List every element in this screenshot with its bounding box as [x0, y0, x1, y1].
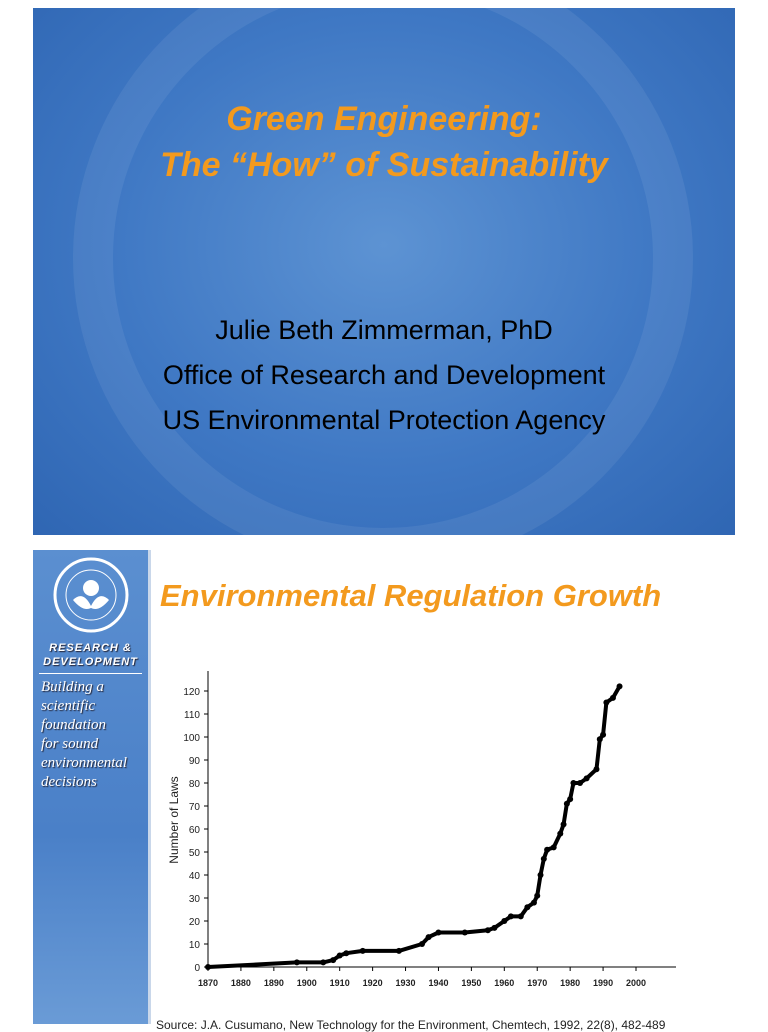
tagline-line: scientific — [41, 698, 96, 714]
data-point — [484, 927, 491, 934]
tagline-line: decisions — [41, 774, 97, 790]
x-tick-label: 1890 — [264, 978, 284, 988]
data-point — [343, 950, 350, 957]
y-tick-label: 40 — [189, 871, 201, 882]
x-tick-label: 1950 — [461, 978, 481, 988]
data-point — [461, 929, 468, 936]
y-tick-label: 0 — [194, 963, 200, 974]
tagline-line: foundation — [41, 717, 107, 733]
data-point — [425, 934, 432, 941]
author: Julie Beth Zimmerman, PhD — [215, 315, 553, 345]
data-point — [577, 780, 584, 786]
x-tick-label: 1900 — [297, 978, 317, 988]
x-tick-label: 1970 — [527, 978, 547, 988]
tagline-line: for sound — [41, 736, 99, 752]
data-point — [544, 846, 551, 853]
data-point — [603, 699, 610, 706]
office: Office of Research and Development — [162, 360, 606, 390]
title-slide: Green Engineering: The “How” of Sustaina… — [33, 8, 735, 535]
tagline-line: Building a — [41, 679, 104, 695]
x-tick-label: 1910 — [330, 978, 350, 988]
x-tick-label: 1880 — [231, 978, 251, 988]
y-tick-label: 50 — [189, 848, 201, 859]
epa-seal-icon — [53, 557, 129, 633]
data-point — [419, 941, 425, 947]
data-point — [530, 899, 537, 906]
tagline: Building a scientific foundation for sou… — [41, 678, 127, 792]
data-point — [616, 683, 623, 690]
development-label: DEVELOPMENT — [43, 656, 138, 668]
y-axis-label: Number of Laws — [167, 776, 181, 863]
epa-seal-watermark — [73, 8, 693, 535]
x-tick-label: 1870 — [198, 978, 218, 988]
data-point — [336, 952, 343, 959]
x-tick-label: 1930 — [396, 978, 416, 988]
x-tick-label: 2000 — [626, 978, 646, 988]
y-tick-label: 60 — [189, 825, 201, 836]
data-point — [570, 780, 577, 786]
regulation-chart: Number of Laws 0 10 20 30 40 50 60 70 80 90 100 110… — [167, 671, 676, 988]
y-tick-label: 90 — [189, 756, 201, 767]
data-point — [583, 775, 590, 782]
slide-title: Environmental Regulation Growth — [160, 578, 662, 613]
data-point — [320, 959, 327, 966]
data-point — [567, 796, 574, 803]
data-point — [563, 800, 570, 807]
slide-title-line2: The “How” of Sustainability — [160, 146, 608, 184]
data-point — [609, 694, 616, 701]
data-point — [395, 947, 402, 954]
y-tick-label: 110 — [184, 710, 200, 721]
data-point — [435, 929, 442, 936]
data-point — [560, 821, 567, 828]
data-point — [359, 947, 366, 954]
data-point — [596, 736, 603, 743]
slide-title-line1: Green Engineering: — [226, 100, 542, 138]
y-tick-label: 120 — [183, 687, 200, 698]
data-point — [491, 924, 498, 931]
y-tick-label: 30 — [189, 894, 201, 905]
y-tick-label: 20 — [189, 917, 201, 928]
data-point — [507, 913, 514, 920]
y-tick-label: 100 — [183, 733, 200, 744]
data-point — [501, 918, 508, 924]
x-tick-label: 1920 — [363, 978, 383, 988]
x-tick-label: 1990 — [593, 978, 613, 988]
y-tick-label: 70 — [189, 802, 201, 813]
sidebar: RESEARCH & DEVELOPMENT Building a scient… — [33, 550, 151, 1024]
data-point — [550, 844, 557, 851]
data-point — [517, 913, 524, 920]
x-tick-label: 1980 — [560, 978, 580, 988]
data-point — [600, 731, 607, 738]
data-point — [540, 855, 547, 862]
data-point — [593, 766, 600, 773]
tagline-line: environmental — [41, 755, 128, 771]
x-tick-label: 1960 — [494, 978, 514, 988]
regulation-slide: RESEARCH & DEVELOPMENT Building a scient… — [33, 550, 735, 1032]
data-point — [534, 892, 541, 899]
research-label: RESEARCH & — [49, 642, 132, 654]
data-point — [330, 957, 337, 964]
y-tick-label: 80 — [189, 779, 201, 790]
y-tick-label: 10 — [189, 940, 201, 951]
series-line — [207, 685, 622, 969]
data-point — [524, 904, 531, 911]
data-point — [293, 959, 300, 966]
data-point — [557, 830, 564, 837]
x-tick-label: 1940 — [428, 978, 448, 988]
data-point — [205, 964, 211, 970]
agency: US Environmental Protection Agency — [162, 405, 606, 435]
data-point — [537, 872, 544, 878]
source-citation: Source: J.A. Cusumano, New Technology fo… — [156, 1018, 666, 1032]
